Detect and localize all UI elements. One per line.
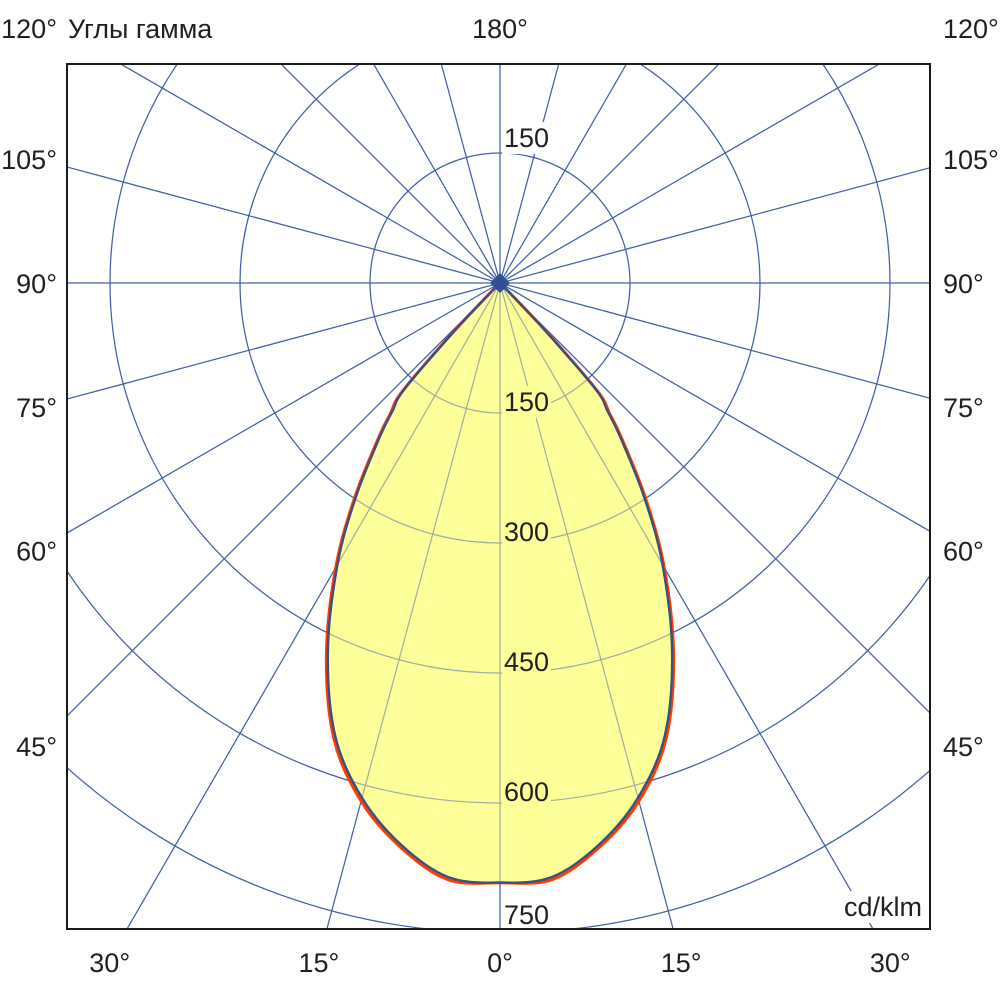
gamma-label-right: 45°	[943, 732, 984, 762]
units-label-backdrop	[841, 891, 924, 923]
gamma-ray-line	[499, 64, 628, 284]
gamma-ray-line	[372, 64, 501, 284]
gamma-ray-line	[499, 167, 930, 284]
gamma-label-right: 75°	[943, 393, 984, 423]
ring-label-backdrop	[502, 899, 552, 929]
curve-c90-c270	[326, 281, 674, 884]
units-label: cd/klm	[844, 892, 922, 922]
ring-label: 750	[504, 900, 549, 930]
gamma-label-left: 60°	[16, 536, 57, 566]
ring-label-backdrop	[502, 646, 552, 678]
chart-title: Углы гамма	[68, 14, 213, 44]
gamma-label-left: 105°	[1, 145, 57, 175]
center-marker	[490, 273, 510, 293]
ring-label-backdrop	[502, 776, 552, 808]
gamma-ray-line	[499, 64, 881, 284]
gamma-ray-line	[67, 166, 501, 284]
gamma-label-bottom: 15°	[298, 948, 339, 978]
gamma-label-bottom: 30°	[89, 948, 130, 978]
gamma-ray-line	[119, 64, 501, 284]
ring-label: 150	[504, 387, 549, 417]
gamma-ray-line	[67, 282, 501, 400]
gamma-ray-line	[67, 282, 501, 717]
ring-label-backdrop	[502, 122, 552, 154]
gamma-label-bottom: 30°	[870, 948, 911, 978]
plot-frame	[66, 63, 931, 930]
gamma-ray-line	[499, 64, 560, 284]
ring-label-backdrop	[502, 386, 552, 418]
gamma-label-left: 90°	[16, 269, 57, 299]
ring-label: 300	[504, 517, 549, 547]
gamma-ray-line	[499, 282, 930, 714]
beam-area-overlay	[327, 283, 673, 883]
gamma-ray-line	[67, 282, 501, 534]
gamma-label-right: 105°	[943, 145, 999, 175]
gamma-label-left: 75°	[16, 393, 57, 423]
gamma-ray-line	[440, 64, 501, 284]
ring-label: 150	[504, 123, 549, 153]
gamma-ray-line	[280, 64, 501, 284]
ring-label-backdrop	[502, 516, 552, 548]
gamma-label-left: 120°	[1, 14, 57, 44]
ring-label: 450	[504, 647, 549, 677]
gamma-label-right: 120°	[943, 14, 999, 44]
gamma-ray-line	[499, 64, 720, 284]
ring-label: 600	[504, 777, 549, 807]
gamma-label-bottom: 15°	[661, 948, 702, 978]
gamma-ray-line	[499, 282, 930, 532]
gamma-label-top: 180°	[472, 14, 528, 44]
gamma-label-right: 90°	[943, 269, 984, 299]
gamma-label-left: 45°	[16, 732, 57, 762]
gamma-label-bottom: 0°	[487, 948, 513, 978]
gamma-ray-line	[499, 282, 930, 399]
gamma-label-right: 60°	[943, 536, 984, 566]
